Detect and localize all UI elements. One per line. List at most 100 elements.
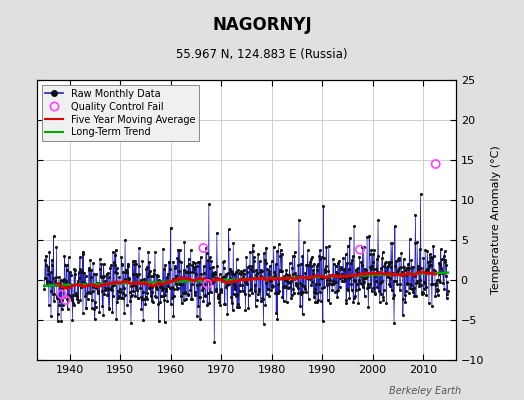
Point (329, 281, 337, 287)
Point (395, 256, 403, 263)
Point (354, 300, 363, 306)
Point (321, 268, 329, 275)
Point (53, 295, 61, 301)
Point (400, 292, 409, 298)
Point (166, 224, 174, 231)
Point (224, 276, 232, 283)
Point (313, 299, 321, 306)
Point (145, 258, 154, 265)
Point (100, 261, 108, 267)
Point (90, 306, 99, 312)
Point (247, 286, 256, 292)
Point (311, 286, 319, 292)
Point (177, 259, 185, 265)
Point (180, 239, 189, 245)
Point (338, 278, 346, 284)
Point (196, 254, 205, 260)
Point (138, 288, 147, 295)
Point (66, 281, 74, 288)
Point (257, 267, 266, 274)
Point (176, 247, 184, 253)
Point (164, 282, 172, 289)
Point (215, 291, 223, 298)
Point (401, 288, 410, 294)
Point (190, 292, 199, 298)
Point (47, 313, 55, 319)
Point (44, 264, 52, 270)
Point (183, 291, 192, 297)
Point (79, 251, 88, 257)
Point (184, 292, 192, 299)
Point (436, 246, 445, 252)
Point (265, 293, 274, 299)
Point (398, 268, 406, 275)
Point (366, 281, 375, 287)
Point (204, 276, 213, 283)
Point (278, 250, 286, 257)
Point (162, 286, 170, 292)
Point (383, 264, 391, 270)
Point (316, 297, 325, 304)
Point (266, 277, 275, 283)
Point (80, 281, 88, 287)
Point (192, 271, 200, 278)
Point (355, 254, 364, 260)
Point (397, 250, 406, 256)
Point (326, 272, 335, 278)
Point (250, 288, 259, 294)
Point (384, 274, 392, 280)
Point (80, 269, 89, 276)
Point (384, 260, 392, 267)
Point (356, 246, 364, 253)
Point (371, 273, 379, 280)
Point (369, 250, 377, 257)
Point (83, 296, 92, 302)
Point (253, 270, 261, 276)
Point (209, 270, 217, 276)
Point (312, 263, 321, 269)
Point (213, 229, 221, 236)
Point (183, 263, 191, 269)
Point (173, 254, 181, 261)
Point (380, 263, 388, 269)
Point (202, 250, 211, 257)
Point (422, 268, 430, 274)
Point (247, 265, 255, 272)
Point (366, 264, 374, 270)
Point (74, 299, 83, 306)
Point (45, 302, 53, 308)
Point (292, 279, 300, 286)
Point (388, 287, 396, 293)
Point (431, 268, 439, 274)
Point (429, 252, 438, 259)
Point (115, 289, 124, 295)
Point (438, 270, 446, 276)
Point (212, 288, 220, 294)
Point (74, 269, 83, 276)
Point (219, 273, 227, 280)
Point (211, 275, 220, 281)
Point (136, 276, 145, 283)
Point (425, 300, 433, 306)
Point (395, 254, 403, 261)
Point (294, 290, 303, 296)
Point (228, 307, 237, 313)
Point (91, 303, 100, 310)
Point (214, 294, 222, 301)
Point (230, 291, 238, 297)
Point (235, 288, 244, 294)
Point (362, 267, 370, 274)
Point (291, 273, 300, 280)
Point (358, 283, 367, 290)
Point (202, 244, 210, 251)
Point (421, 280, 429, 286)
Point (337, 271, 346, 277)
Point (161, 292, 170, 299)
Point (100, 291, 108, 297)
Point (409, 263, 418, 270)
Point (315, 288, 324, 295)
Point (410, 285, 418, 292)
Point (303, 275, 311, 281)
Point (234, 267, 242, 274)
Point (352, 281, 361, 288)
